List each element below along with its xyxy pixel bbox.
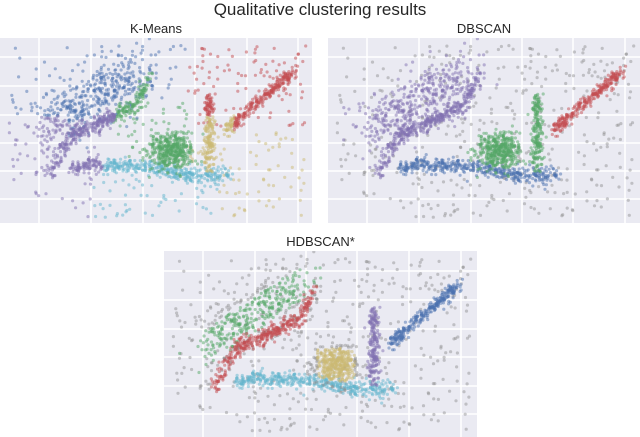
data-points [335,38,636,219]
data-points [7,38,308,219]
kmeans-title: K-Means [129,21,183,36]
figure-title: Qualitative clustering results [213,0,427,19]
data-points [171,251,473,433]
dbscan-scatter [328,38,640,223]
dbscan-title: DBSCAN [456,21,512,36]
kmeans-plot [0,38,312,223]
hdbscan-title: HDBSCAN* [286,234,355,249]
kmeans-scatter [0,38,312,223]
hdbscan-scatter [164,251,477,437]
dbscan-plot [328,38,640,223]
hdbscan-plot [164,251,477,437]
